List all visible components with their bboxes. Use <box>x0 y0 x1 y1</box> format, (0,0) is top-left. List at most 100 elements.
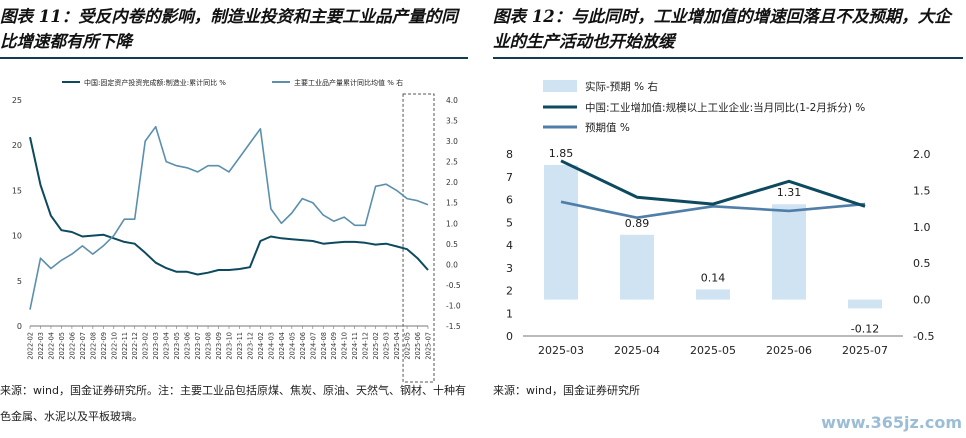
legend-label: 中国:工业增加值:规模以上工业企业:当月同比(1-2月拆分) % <box>585 101 865 114</box>
y-left-tick-label: 8 <box>506 148 513 161</box>
x-tick-label: 2024-08 <box>320 332 328 360</box>
y-right-tick-label: 3.0 <box>446 137 458 146</box>
legend-label: 主要工业品产量累计同比均值 % 右 <box>294 78 403 87</box>
y-right-tick-label: 1.0 <box>913 221 931 234</box>
y-left-tick-label: 1 <box>506 307 513 320</box>
x-tick-label: 2024-12 <box>362 332 370 360</box>
x-tick-label: 2022-08 <box>89 332 97 360</box>
x-tick-label: 2022-06 <box>68 332 76 360</box>
x-tick-label: 2024-04 <box>278 332 286 360</box>
y-left-tick-label: 3 <box>506 262 513 275</box>
x-tick-label: 2023-11 <box>236 332 244 360</box>
x-tick-label: 2023-12 <box>246 332 254 360</box>
bar-data-label: 1.31 <box>777 186 802 199</box>
x-tick-label: 2023-09 <box>215 332 223 360</box>
series-line-industrial-value-added <box>560 159 866 208</box>
y-right-tick-label: 0.5 <box>913 257 931 270</box>
x-tick-label: 2022-03 <box>37 332 45 360</box>
y-right-tick-label: 1.5 <box>913 184 931 197</box>
x-tick-label: 2024-09 <box>330 332 338 360</box>
y-right-tick-label: 0.0 <box>913 294 931 307</box>
title-rule-right <box>493 57 963 59</box>
y-right-tick-label: 1.0 <box>446 219 458 228</box>
y-right-tick-label: 4.0 <box>446 96 458 105</box>
bar-data-label: 1.85 <box>549 147 574 160</box>
x-tick-label: 2025-07 <box>425 332 433 360</box>
x-tick-label: 2022-09 <box>100 332 108 360</box>
chart-panel-right: 图表 12：与此同时，工业增加值的增速回落且不及预期，大企业的生产活动也开始放缓… <box>493 0 966 438</box>
x-tick-label: 2025-04 <box>393 332 401 360</box>
x-tick-label: 2023-03 <box>152 332 160 360</box>
legend-label: 中国:固定资产投资完成额:制造业:累计同比 % <box>84 78 226 87</box>
x-tick-label: 2023-02 <box>142 332 150 360</box>
bar-actual-minus-expected <box>620 234 654 300</box>
legend-swatch-bar <box>543 80 577 92</box>
y-right-tick-label: -0.5 <box>913 330 934 343</box>
legend-label: 预期值 % <box>585 121 630 134</box>
x-tick-label: 2023-10 <box>226 332 234 360</box>
y-left-tick-label: 20 <box>12 141 22 150</box>
x-tick-label: 2024-02 <box>257 332 265 360</box>
y-left-tick-label: 5 <box>17 277 22 286</box>
chart-left: 0 5 10 15 20 25 -1.5 -1.0 -0.5 0.0 0.5 1.0 1.5 2.0 2.5… <box>12 78 461 383</box>
x-tick-label: 2025-06 <box>414 332 422 360</box>
x-tick-label: 2022-02 <box>27 332 35 360</box>
y-left-tick-label: 25 <box>12 96 22 105</box>
x-tick-label: 2022-11 <box>121 332 129 360</box>
y-right-tick-label: 0.5 <box>446 240 458 249</box>
y-left-tick-label: 0 <box>17 322 22 331</box>
chart-right: 1.85 0.89 0.14 1.31 -0.12 2025-03 2025-04 2025-… <box>506 80 934 357</box>
x-tick-label: 2024-10 <box>341 332 349 360</box>
x-tick-label: 2025-07 <box>842 344 888 357</box>
y-right-tick-label: 3.5 <box>446 117 458 126</box>
title-rule-left <box>0 57 468 59</box>
y-left-tick-label: 0 <box>506 330 513 343</box>
x-tick-label: 2023-08 <box>205 332 213 360</box>
x-tick-label: 2022-12 <box>131 332 139 360</box>
y-left-tick-label: 10 <box>12 232 22 241</box>
x-tick-label: 2025-02 <box>372 332 380 360</box>
y-right-tick-label: 2.5 <box>446 158 458 167</box>
x-tick-label: 2023-06 <box>184 332 192 360</box>
series-line-industrial-output <box>29 125 429 310</box>
bar-actual-minus-expected <box>696 289 730 300</box>
chart-title-left: 图表 11：受反内卷的影响，制造业投资和主要工业品产量的同比增速都有所下降 <box>0 7 458 51</box>
x-tick-label: 2023-07 <box>194 332 202 360</box>
x-tick-label: 2025-03 <box>383 332 391 360</box>
x-tick-label: 2024-07 <box>309 332 317 360</box>
x-tick-label: 2024-05 <box>288 332 296 360</box>
y-left-tick-label: 4 <box>506 239 513 252</box>
y-left-tick-label: 15 <box>12 186 22 195</box>
y-right-tick-label: -1.5 <box>446 322 461 331</box>
series-line-expected <box>560 200 866 219</box>
y-right-tick-label: -1.0 <box>446 301 461 310</box>
y-right-tick-label: 1.5 <box>446 199 458 208</box>
chart-title-right: 图表 12：与此同时，工业增加值的增速回落且不及预期，大企业的生产活动也开始放缓 <box>493 7 951 51</box>
bar-data-label: 0.14 <box>701 271 726 284</box>
source-note-right: 来源：wind，国金证券研究所 <box>493 384 641 397</box>
y-left-tick-label: 7 <box>506 171 513 184</box>
y-right-tick-label: 2.0 <box>446 178 458 187</box>
x-tick-label: 2024-06 <box>299 332 307 360</box>
series-line-manufacturing-investment <box>29 136 429 276</box>
x-tick-label: 2024-11 <box>351 332 359 360</box>
y-right-tick-label: 0.0 <box>446 260 458 269</box>
y-left-tick-label: 2 <box>506 285 513 298</box>
y-right-tick-label: -0.5 <box>446 281 461 290</box>
y-left-tick-label: 6 <box>506 194 513 207</box>
x-tick-label: 2022-04 <box>47 332 55 360</box>
bar-actual-minus-expected <box>772 204 806 300</box>
bar-actual-minus-expected <box>544 164 578 300</box>
x-tick-label: 2025-05 <box>404 332 412 360</box>
y-left-tick-label: 5 <box>506 216 513 229</box>
bar-data-label: 0.89 <box>625 217 650 230</box>
x-tick-label: 2024-03 <box>267 332 275 360</box>
x-tick-label: 2023-04 <box>163 332 171 360</box>
watermark: www.365jz.com <box>821 413 962 432</box>
x-tick-label: 2022-07 <box>79 332 87 360</box>
highlight-box <box>402 93 435 383</box>
bar-data-label: -0.12 <box>851 322 879 335</box>
source-note-left: 来源：wind，国金证券研究所。注：主要工业品包括原煤、焦炭、原油、天然气、钢材… <box>0 384 467 423</box>
legend-label: 实际-预期 % 右 <box>585 80 658 93</box>
x-tick-label: 2022-10 <box>110 332 118 360</box>
